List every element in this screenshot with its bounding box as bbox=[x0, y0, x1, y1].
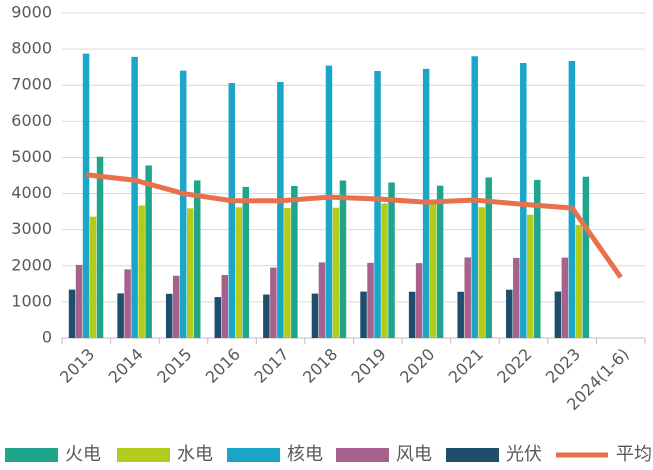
bar bbox=[408, 291, 416, 338]
bar bbox=[575, 224, 583, 338]
x-tick-label: 2019 bbox=[348, 345, 390, 387]
legend-swatch bbox=[5, 448, 58, 462]
bar bbox=[478, 207, 485, 338]
bar bbox=[263, 294, 270, 338]
bar bbox=[145, 165, 152, 338]
bar bbox=[221, 274, 229, 338]
bar bbox=[367, 262, 374, 338]
bar bbox=[228, 83, 236, 338]
bar bbox=[138, 205, 145, 338]
bar bbox=[172, 275, 180, 338]
bar bbox=[561, 257, 569, 338]
bar bbox=[242, 186, 250, 338]
bar bbox=[436, 185, 444, 338]
bar bbox=[235, 207, 243, 338]
x-tick-label: 2014 bbox=[105, 345, 147, 387]
bar bbox=[96, 156, 104, 338]
bar bbox=[339, 180, 347, 338]
bar bbox=[534, 179, 541, 338]
bar bbox=[457, 291, 464, 338]
bar bbox=[429, 199, 437, 338]
legend-label: 光伏 bbox=[506, 444, 542, 465]
bar bbox=[554, 291, 562, 338]
x-tick-label: 2017 bbox=[250, 345, 292, 387]
legend-label: 火电 bbox=[65, 444, 101, 465]
bar bbox=[214, 297, 222, 338]
bar bbox=[485, 177, 492, 338]
bar bbox=[124, 269, 131, 338]
y-tick-label: 7000 bbox=[11, 75, 52, 94]
legend-swatch bbox=[117, 448, 170, 462]
y-tick-label: 8000 bbox=[11, 39, 52, 58]
y-tick-label: 2000 bbox=[11, 255, 52, 274]
y-tick-label: 3000 bbox=[11, 219, 52, 238]
bar bbox=[89, 216, 97, 338]
bar bbox=[117, 293, 124, 338]
bar bbox=[381, 203, 388, 338]
bar bbox=[513, 257, 520, 338]
bar bbox=[131, 56, 138, 339]
bar bbox=[186, 208, 194, 338]
bar bbox=[520, 62, 527, 338]
bar bbox=[318, 262, 326, 338]
y-tick-label: 6000 bbox=[11, 111, 52, 130]
y-tick-label: 9000 bbox=[11, 3, 52, 22]
legend-label: 风电 bbox=[396, 444, 432, 465]
bar bbox=[82, 53, 90, 339]
legend-swatch bbox=[227, 448, 280, 462]
bar bbox=[360, 291, 367, 338]
bar bbox=[179, 70, 187, 339]
legend-swatch bbox=[446, 448, 499, 462]
bar bbox=[415, 263, 423, 338]
x-tick-label: 2018 bbox=[299, 345, 341, 387]
bar bbox=[325, 65, 333, 338]
bar bbox=[284, 208, 291, 338]
x-tick-label: 2022 bbox=[493, 345, 535, 387]
x-tick-label: 2016 bbox=[202, 345, 244, 387]
bar bbox=[75, 264, 83, 338]
bar bbox=[193, 180, 201, 338]
bar bbox=[527, 214, 534, 338]
bar bbox=[388, 182, 395, 338]
bar bbox=[471, 56, 478, 339]
bar bbox=[277, 82, 284, 338]
bar bbox=[68, 289, 76, 338]
bar bbox=[582, 176, 590, 338]
y-tick-label: 4000 bbox=[11, 183, 52, 202]
legend-label: 水电 bbox=[177, 444, 213, 465]
bar bbox=[291, 186, 298, 338]
x-tick-label: 2021 bbox=[445, 345, 487, 387]
bar bbox=[332, 207, 340, 338]
x-tick-label: 2015 bbox=[153, 345, 195, 387]
bar bbox=[506, 289, 513, 338]
y-tick-label: 5000 bbox=[11, 147, 52, 166]
legend-label: 核电 bbox=[287, 444, 323, 465]
bar bbox=[374, 70, 381, 338]
legend-label: 平均 bbox=[616, 444, 652, 465]
x-tick-label: 2023 bbox=[542, 345, 584, 387]
bar bbox=[270, 267, 277, 338]
bar bbox=[464, 257, 471, 338]
y-tick-label: 1000 bbox=[11, 291, 52, 310]
legend-swatch bbox=[336, 448, 389, 462]
bar bbox=[311, 293, 319, 338]
y-tick-label: 0 bbox=[42, 328, 52, 347]
bar bbox=[568, 61, 576, 339]
bar bbox=[165, 293, 173, 338]
line bbox=[86, 172, 623, 279]
x-tick-label: 2013 bbox=[56, 345, 98, 387]
x-tick-label: 2020 bbox=[396, 345, 438, 387]
